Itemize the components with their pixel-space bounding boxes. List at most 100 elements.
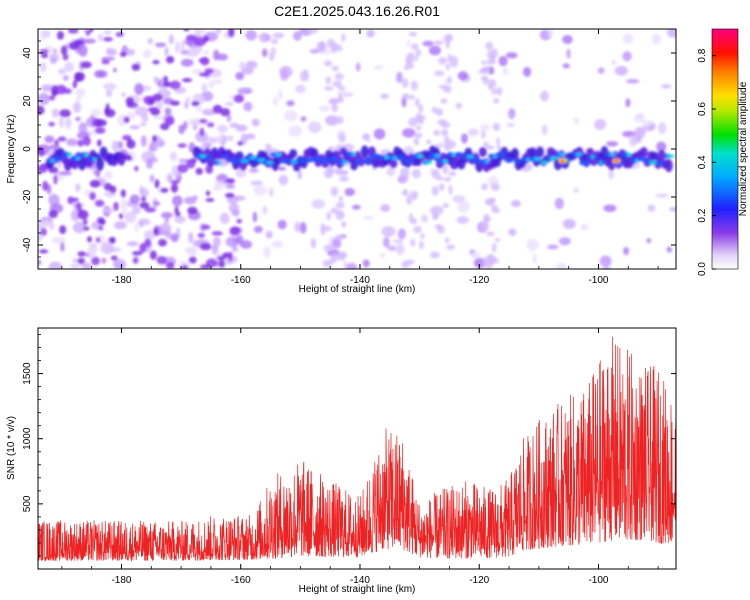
noise-blob-dark (175, 211, 181, 217)
noise-blob-dark (115, 31, 124, 38)
noise-blob (90, 114, 95, 121)
colorbar-tick-label: 0.8 (697, 48, 708, 62)
streak-blob (338, 133, 346, 143)
ridge-core-blob (504, 157, 514, 163)
noise-blob (562, 34, 573, 45)
streak-blob (335, 201, 345, 209)
noise-blob (299, 70, 310, 82)
noise-blob (366, 29, 375, 38)
noise-blob-dark (86, 236, 93, 243)
noise-blob (183, 196, 197, 205)
noise-blob (48, 261, 62, 269)
ridge-peak-blob (341, 160, 349, 164)
streak-blob (418, 104, 424, 114)
noise-blob (392, 239, 404, 244)
noise-blob (261, 48, 268, 58)
noise-blob-dark (40, 227, 47, 236)
noise-blob (180, 49, 189, 55)
spectrogram-x-label: Height of straight line (km) (299, 284, 416, 295)
noise-blob-dark (165, 116, 175, 126)
streak-blob (481, 60, 487, 65)
streak-blob (431, 213, 439, 221)
streak-blob (413, 225, 422, 234)
noise-blob-dark (156, 255, 167, 265)
noise-blob (606, 141, 619, 147)
noise-blob (42, 29, 51, 38)
noise-blob (243, 101, 253, 112)
noise-blob (602, 266, 612, 269)
noise-blob-dark (119, 212, 124, 220)
noise-blob (48, 194, 60, 206)
noise-blob-dark (96, 237, 101, 243)
noise-blob-dark (73, 72, 83, 83)
streak-blob (438, 56, 447, 65)
noise-blob (211, 244, 219, 255)
noise-blob (75, 87, 86, 98)
noise-blob (558, 237, 571, 246)
noise-blob (231, 245, 239, 253)
noise-blob (280, 69, 289, 81)
ridge-core-blob (229, 157, 238, 163)
streak-blob (408, 31, 418, 37)
noise-blob (235, 124, 248, 132)
noise-blob (153, 115, 166, 120)
noise-blob (131, 206, 141, 215)
streak-blob (442, 85, 452, 94)
streak-blob (332, 80, 343, 88)
noise-blob-dark (212, 104, 223, 114)
noise-blob (457, 200, 470, 213)
y-tick-label: 40 (22, 47, 33, 59)
ridge-blob (536, 146, 545, 158)
noise-blob-dark (205, 165, 214, 174)
ridge-core-blob (495, 152, 507, 158)
noise-blob (170, 151, 178, 162)
noise-blob (270, 39, 279, 44)
noise-blob (101, 207, 115, 213)
noise-blob-dark (228, 251, 233, 262)
noise-blob (98, 33, 103, 42)
streak-blob (441, 119, 447, 129)
noise-blob (180, 40, 185, 51)
noise-blob (387, 245, 397, 252)
noise-blob (278, 89, 283, 101)
noise-blob (232, 195, 246, 201)
colorbar: 0.0 0.2 0.4 0.6 0.8 Normalized spectral ampl… (697, 28, 749, 276)
noise-blob (660, 84, 672, 89)
spectrogram-panel: -180 -160 -140 -120 -100 -40 -20 0 20 40 Height … (6, 28, 677, 295)
noise-blob (346, 262, 358, 269)
noise-blob (426, 139, 432, 145)
noise-blob (129, 194, 140, 204)
streak-blob (331, 65, 339, 72)
figure-title: C2E1.2025.043.16.26.R01 (274, 3, 440, 19)
noise-blob (526, 238, 540, 251)
noise-blob-dark (55, 84, 67, 95)
streak-blob (325, 76, 332, 84)
streak-blob (326, 211, 332, 221)
noise-blob-dark (157, 238, 167, 247)
streak-blob (333, 168, 343, 173)
noise-blob (121, 203, 128, 215)
noise-blob (126, 112, 137, 119)
y-tick-label: 0 (22, 146, 33, 152)
noise-blob (203, 50, 210, 55)
colorbar-gradient (711, 28, 739, 270)
noise-blob-dark (187, 206, 198, 215)
noise-blob (188, 117, 202, 127)
ridge-peak-blob (424, 160, 433, 164)
streak-blob (330, 207, 339, 214)
x-tick-label: -120 (469, 575, 489, 586)
noise-blob-dark (198, 57, 209, 63)
streak-blob (407, 52, 415, 58)
streak-blob (407, 94, 416, 100)
ridge-peak-blob (565, 159, 569, 162)
noise-blob (651, 33, 662, 45)
snr-frame (37, 327, 677, 570)
noise-blob-dark (140, 196, 147, 202)
noise-blob (212, 236, 221, 248)
noise-blob-dark (38, 165, 48, 173)
snr-y-ticks: 500 1000 1500 (22, 334, 676, 557)
noise-blob (84, 252, 91, 258)
noise-blob-dark (147, 107, 159, 112)
noise-blob (217, 134, 224, 143)
